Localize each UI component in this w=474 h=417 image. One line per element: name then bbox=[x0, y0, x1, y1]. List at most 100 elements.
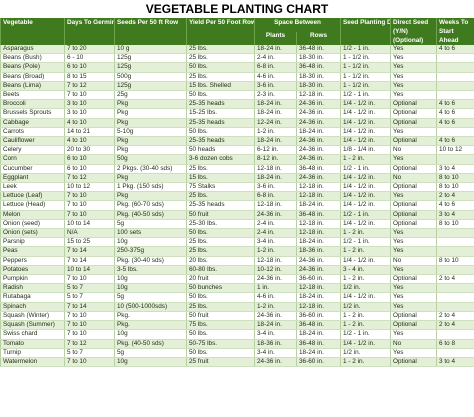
cell-yield: 25-35 heads bbox=[186, 200, 255, 211]
cell-plants: 18-24 in. bbox=[254, 136, 297, 147]
cell-days: 7 to 10 bbox=[64, 311, 115, 322]
header-subrow: Plants Rows bbox=[1, 32, 474, 45]
cell-direct: No bbox=[390, 339, 437, 349]
cell-days: 5 to 7 bbox=[64, 292, 115, 303]
cell-depth: 1/4 - 1/2 in. bbox=[340, 200, 391, 211]
cell-seeds: 5g bbox=[114, 292, 187, 303]
cell-depth: 1/2 - 1 in. bbox=[340, 329, 391, 340]
cell-weeks: 8 to 10 bbox=[436, 182, 474, 193]
cell-rows: 24-36 in. bbox=[295, 118, 341, 128]
cell-depth: 1 - 2 in. bbox=[340, 357, 391, 368]
cell-days: 7 to 14 bbox=[64, 256, 115, 266]
cell-seeds: Pkg bbox=[114, 118, 187, 128]
table-row: Brussels Sprouts 3 to 10 Pkg 15-25 lbs. 18-2… bbox=[0, 108, 474, 119]
cell-vegetable: Spinach bbox=[0, 302, 65, 312]
cell-vegetable: Beans (Pole) bbox=[0, 62, 65, 73]
cell-seeds: 125g bbox=[114, 62, 187, 73]
cell-days: 10 to 12 bbox=[64, 182, 115, 193]
cell-rows: 36-48 in. bbox=[295, 210, 341, 220]
cell-days: 20 to 30 bbox=[64, 145, 115, 156]
cell-weeks: 3 to 4 bbox=[436, 210, 474, 220]
cell-seeds: Pkg bbox=[114, 108, 187, 119]
cell-vegetable: Pumpkin bbox=[0, 274, 65, 285]
cell-plants: 18-24 in. bbox=[254, 45, 297, 55]
cell-plants: 18-24 in. bbox=[254, 99, 297, 110]
cell-direct: No bbox=[390, 145, 437, 156]
table-row: Beans (Bush) 6 - 10 125g 25 lbs. 2-4 in. 18-3… bbox=[0, 53, 474, 64]
cell-weeks: 8 to 10 bbox=[436, 256, 474, 266]
cell-direct: Yes bbox=[390, 191, 437, 202]
cell-rows: 18-24 in. bbox=[295, 237, 341, 248]
cell-yield: 25 lbs. bbox=[186, 191, 255, 202]
cell-days: N/A bbox=[64, 228, 115, 239]
cell-seeds: Pkg bbox=[114, 136, 187, 147]
cell-plants: 6-12 in. bbox=[254, 145, 297, 156]
cell-vegetable: Tomato bbox=[0, 339, 65, 349]
cell-yield: 50 lbs. bbox=[186, 348, 255, 358]
cell-days: 7 to 10 bbox=[64, 357, 115, 368]
cell-depth: 1 - 1/2 in. bbox=[340, 72, 391, 82]
cell-direct: Yes bbox=[390, 237, 437, 248]
cell-weeks bbox=[436, 154, 474, 165]
cell-plants: 18-24 in. bbox=[254, 173, 297, 184]
cell-rows: 12-18 in. bbox=[295, 219, 341, 230]
header-direct: Direct Seed (Y/N) (Optional) bbox=[390, 18, 437, 45]
cell-yield: 15-25 lbs. bbox=[186, 108, 255, 119]
cell-plants: 24-36 in. bbox=[254, 210, 297, 220]
cell-seeds: 10 (500-1000sds) bbox=[114, 302, 187, 312]
cell-seeds: Pkg bbox=[114, 145, 187, 156]
cell-depth: 1 - 1/2 in. bbox=[340, 53, 391, 64]
cell-weeks bbox=[436, 246, 474, 257]
chart-title: VEGETABLE PLANTING CHART bbox=[0, 0, 474, 18]
cell-depth: 1/2 in. bbox=[340, 302, 391, 312]
cell-days: 4 to 10 bbox=[64, 136, 115, 147]
cell-plants: 6-8 in. bbox=[254, 191, 297, 202]
cell-depth: 1/4 - 1/2 in. bbox=[340, 182, 391, 193]
cell-vegetable: Squash (Summer) bbox=[0, 320, 65, 331]
cell-vegetable: Eggplant bbox=[0, 173, 65, 184]
cell-vegetable: Lettuce (Leaf) bbox=[0, 191, 65, 202]
cell-yield: 25 lbs. bbox=[186, 53, 255, 64]
cell-depth: 1/2 - 1 in. bbox=[340, 237, 391, 248]
cell-days: 6 to 10 bbox=[64, 154, 115, 165]
cell-plants: 2-4 in. bbox=[254, 228, 297, 239]
cell-yield: 25 fruit bbox=[186, 357, 255, 368]
table-row: Spinach 7 to 14 10 (500-1000sds) 25 lbs. 1-2… bbox=[0, 302, 474, 312]
table-row: Eggplant 7 to 12 Pkg 15 lbs. 18-24 in. 24-36 … bbox=[0, 173, 474, 184]
cell-depth: 1/2 - 1 in. bbox=[340, 90, 391, 101]
cell-yield: 50 lbs. bbox=[186, 127, 255, 138]
cell-days: 7 to 12 bbox=[64, 81, 115, 92]
cell-yield: 75 lbs. bbox=[186, 320, 255, 331]
cell-yield: 50-75 lbs. bbox=[186, 339, 255, 349]
cell-plants: 24-36 in. bbox=[254, 357, 297, 368]
header-weeks: Weeks To Start Ahead bbox=[436, 18, 474, 45]
cell-seeds: 5g bbox=[114, 219, 187, 230]
cell-days: 7 to 10 bbox=[64, 210, 115, 220]
cell-depth: 1/2 - 1 in. bbox=[340, 210, 391, 220]
cell-vegetable: Beans (Lima) bbox=[0, 81, 65, 92]
cell-seeds: Pkg bbox=[114, 99, 187, 110]
cell-weeks bbox=[436, 265, 474, 276]
cell-weeks bbox=[436, 302, 474, 312]
cell-weeks bbox=[436, 72, 474, 82]
cell-plants: 2-4 in. bbox=[254, 219, 297, 230]
cell-weeks bbox=[436, 292, 474, 303]
cell-yield: 25 lbs. bbox=[186, 246, 255, 257]
header-days: Days To Germination bbox=[64, 18, 115, 45]
header-space: Space Between bbox=[253, 18, 341, 33]
cell-rows: 12-18 in. bbox=[295, 228, 341, 239]
cell-rows: 36-48 in. bbox=[295, 62, 341, 73]
cell-days: 14 to 21 bbox=[64, 127, 115, 138]
cell-days: 7 to 10 bbox=[64, 90, 115, 101]
cell-vegetable: Radish bbox=[0, 283, 65, 294]
cell-seeds: 125g bbox=[114, 81, 187, 92]
cell-rows: 18-36 in. bbox=[295, 246, 341, 257]
cell-direct: Yes bbox=[390, 302, 437, 312]
cell-direct: No bbox=[390, 256, 437, 266]
cell-rows: 18-30 in. bbox=[295, 72, 341, 82]
table-row: Squash (Winter) 7 to 10 Pkg. 50 fruit 24-36 … bbox=[0, 311, 474, 322]
cell-yield: 50 fruit bbox=[186, 311, 255, 322]
header-rows: Rows bbox=[295, 32, 341, 45]
cell-yield: 50 bunches bbox=[186, 283, 255, 294]
cell-seeds: 10g bbox=[114, 283, 187, 294]
